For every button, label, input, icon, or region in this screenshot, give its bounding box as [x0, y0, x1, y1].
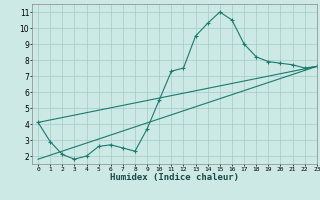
X-axis label: Humidex (Indice chaleur): Humidex (Indice chaleur): [110, 173, 239, 182]
